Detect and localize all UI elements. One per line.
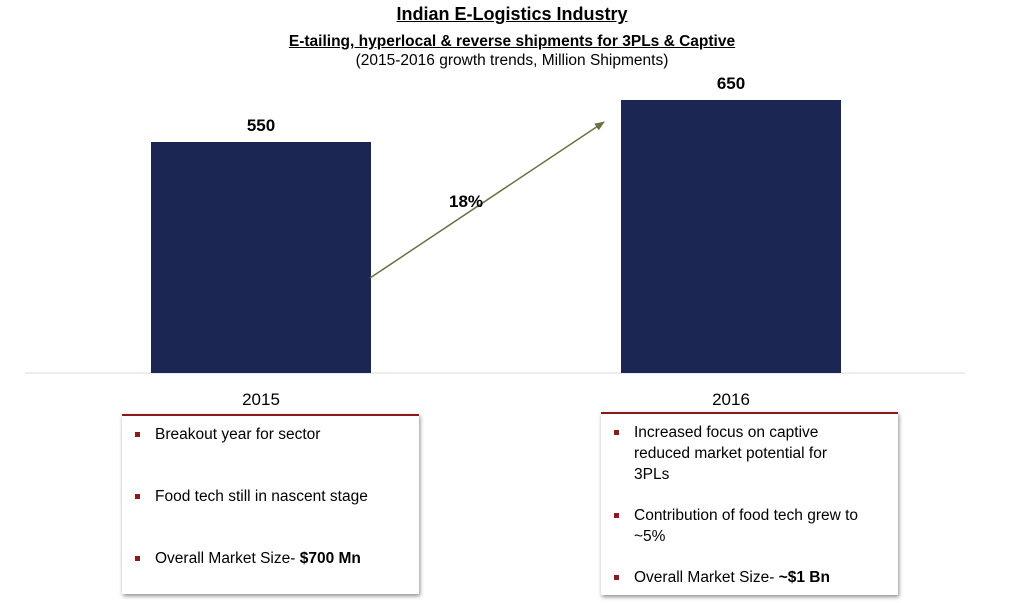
chart-title: Indian E-Logistics Industry	[396, 4, 628, 24]
bar-chart: 550 650 2015 2016 18%	[25, 74, 965, 409]
notes-box-2016: Increased focus on captive reduced marke…	[601, 412, 898, 595]
growth-arrow	[369, 121, 605, 279]
notes-item: Contribution of food tech grew to ~5%	[601, 505, 898, 547]
chart-subtitle: E-tailing, hyperlocal & reverse shipment…	[288, 33, 736, 50]
notes-item: Overall Market Size- $700 Mn	[122, 548, 419, 569]
chart-units-note: (2015-2016 growth trends, Million Shipme…	[355, 52, 669, 69]
notes-item: Overall Market Size- ~$1 Bn	[601, 567, 898, 588]
bar-2016	[621, 100, 841, 373]
notes-item: Increased focus on captive reduced marke…	[601, 422, 898, 485]
data-label-2016: 650	[717, 74, 745, 93]
data-label-2015: 550	[247, 116, 275, 135]
x-tick-label-2016: 2016	[712, 390, 750, 409]
notes-box-2015: Breakout year for sector Food tech still…	[122, 414, 419, 594]
notes-item: Food tech still in nascent stage	[122, 486, 419, 507]
bar-2015	[151, 142, 371, 373]
notes-item: Breakout year for sector	[122, 424, 419, 445]
x-tick-label-2015: 2015	[242, 390, 280, 409]
growth-label: 18%	[449, 192, 483, 211]
